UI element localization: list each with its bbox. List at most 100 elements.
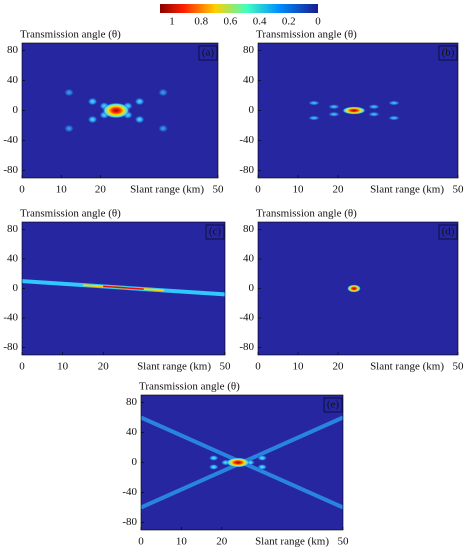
panel-label: (e)	[327, 399, 340, 411]
panel-label-box	[198, 45, 218, 61]
panel-label: (a)	[202, 47, 215, 59]
y-tick-label: 0	[249, 104, 255, 116]
panel: (a) Transmission angle (θ) Slant range (km…	[3, 29, 224, 196]
y-tick-label: -40	[122, 486, 137, 498]
ridge-peak	[103, 285, 144, 290]
x-tick-label: 20	[333, 184, 345, 196]
side-lobe	[134, 115, 145, 124]
y-tick-label: 80	[243, 223, 255, 235]
y-tick-label: 40	[7, 252, 19, 264]
colorbar-tick-label: 0.2	[282, 16, 296, 28]
x-tick-label: 0	[19, 361, 25, 373]
heatmap	[347, 284, 361, 293]
side-lobe	[208, 464, 219, 470]
heatmap	[22, 279, 225, 297]
y-tick-label: 0	[132, 456, 138, 468]
main-lobe	[347, 284, 361, 293]
side-lobe	[388, 115, 400, 121]
side-lobe	[328, 104, 340, 110]
y-axis-label: Transmission angle (θ)	[20, 29, 121, 41]
heatmap	[64, 88, 169, 133]
y-tick-label: 0	[249, 282, 255, 294]
side-lobe	[257, 464, 268, 470]
x-tick-label: 0	[19, 184, 25, 196]
x-tick-label: 0	[255, 184, 261, 196]
side-lobe	[308, 115, 320, 121]
x-tick-label: 10	[293, 361, 305, 373]
side-lobe	[158, 88, 169, 97]
side-lobe	[87, 97, 98, 106]
colorbar-tick-label: 0.8	[194, 16, 208, 28]
x-axis-label: Slant range (km)	[130, 184, 204, 196]
side-lobe	[87, 115, 98, 124]
x-tick-label: 50	[453, 184, 465, 196]
panel: (b) Transmission angle (θ) Slant range (km…	[239, 29, 464, 196]
x-tick-label: 10	[57, 361, 69, 373]
y-tick-label: 80	[126, 396, 138, 408]
x-tick-label: 50	[220, 361, 232, 373]
y-tick-label: 80	[243, 44, 255, 56]
panel: (e) Transmission angle (θ) Slant range (km…	[122, 381, 349, 548]
main-lobe	[102, 102, 131, 119]
y-tick-label: -40	[3, 134, 18, 146]
y-tick-label: 40	[243, 74, 255, 86]
side-lobe	[368, 104, 380, 110]
y-tick-label: -80	[122, 516, 137, 528]
x-tick-label: 10	[176, 536, 188, 548]
x-axis-label: Slant range (km)	[370, 184, 444, 196]
x-tick-label: 0	[255, 361, 261, 373]
colorbar-tick-label: 0	[315, 16, 321, 28]
y-tick-label: 0	[13, 104, 19, 116]
panel-label-box	[438, 45, 458, 61]
colorbar	[160, 4, 318, 13]
panel-label: (d)	[442, 226, 455, 238]
x-tick-label: 10	[293, 184, 305, 196]
side-lobe	[64, 88, 75, 97]
panel-label-box	[323, 397, 343, 413]
y-tick-label: 80	[7, 223, 19, 235]
panel-label: (c)	[209, 226, 222, 238]
side-lobe	[308, 100, 320, 106]
y-tick-label: 80	[7, 44, 19, 56]
y-tick-label: -40	[239, 134, 254, 146]
side-lobe	[64, 124, 75, 133]
heatmap	[141, 415, 343, 510]
x-axis-label: Slant range (km)	[255, 536, 329, 548]
y-tick-label: -40	[239, 312, 254, 324]
panel-label: (b)	[442, 47, 455, 59]
colorbar-tick-label: 0.6	[224, 16, 238, 28]
side-lobe	[368, 111, 380, 117]
side-lobe	[158, 124, 169, 133]
y-tick-label: 40	[243, 252, 255, 264]
colorbar-tick-label: 0.4	[253, 16, 267, 28]
y-tick-label: 0	[13, 282, 19, 294]
y-tick-label: -40	[3, 312, 18, 324]
main-lobe	[225, 457, 250, 468]
main-lobe	[342, 106, 366, 115]
x-tick-label: 50	[338, 536, 350, 548]
x-tick-label: 20	[333, 361, 345, 373]
x-tick-label: 20	[98, 361, 110, 373]
side-lobe	[134, 97, 145, 106]
y-tick-label: 40	[126, 426, 138, 438]
panel-label-box	[438, 224, 458, 240]
y-tick-label: -80	[3, 164, 18, 176]
panel: (d) Transmission angle (θ) Slant range (km…	[239, 208, 464, 373]
x-tick-label: 50	[213, 184, 225, 196]
colorbar-tick-label: 1	[169, 16, 175, 28]
x-axis-label: Slant range (km)	[370, 361, 444, 373]
y-axis-label: Transmission angle (θ)	[139, 381, 240, 393]
y-axis-label: Transmission angle (θ)	[256, 208, 357, 220]
y-tick-label: -80	[239, 164, 254, 176]
panel: (c) Transmission angle (θ) Slant range (km…	[3, 208, 231, 373]
y-tick-label: -80	[239, 341, 254, 353]
side-lobe	[328, 111, 340, 117]
y-tick-label: 40	[7, 74, 19, 86]
y-axis-label: Transmission angle (θ)	[256, 29, 357, 41]
side-lobe	[257, 455, 268, 461]
x-tick-label: 20	[95, 184, 107, 196]
x-tick-label: 10	[56, 184, 68, 196]
heatmap	[308, 100, 400, 121]
x-tick-label: 0	[138, 536, 144, 548]
